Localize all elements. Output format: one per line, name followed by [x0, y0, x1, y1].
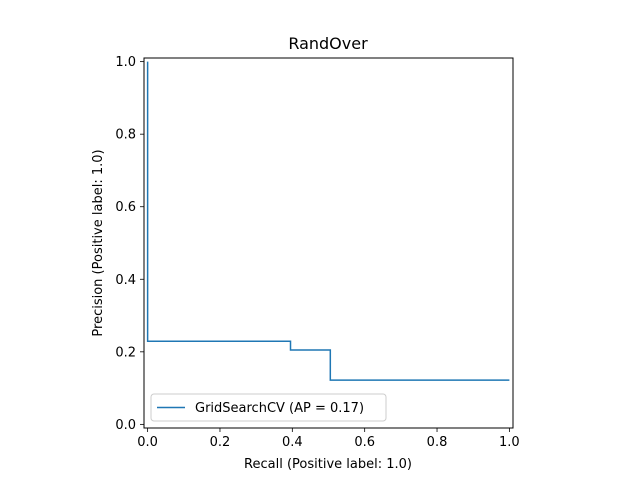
y-axis-label: Precision (Positive label: 1.0) [91, 149, 106, 336]
y-tick-label: 1.0 [115, 55, 136, 70]
y-tick-label: 0.8 [115, 128, 136, 143]
y-tick-label: 0.4 [115, 273, 136, 288]
x-tick-label: 0.0 [137, 435, 158, 450]
x-tick-label: 1.0 [499, 435, 520, 450]
x-axis-label: Recall (Positive label: 1.0) [244, 457, 412, 472]
y-axis-ticks: 0.0 0.2 0.4 0.6 0.8 1.0 [115, 55, 144, 433]
legend: GridSearchCV (AP = 0.17) [150, 393, 387, 422]
x-tick-label: 0.8 [427, 435, 448, 450]
x-tick-label: 0.2 [210, 435, 231, 450]
legend-entry-label: GridSearchCV (AP = 0.17) [195, 401, 364, 416]
plot-frame [143, 57, 514, 429]
plot-area [146, 61, 510, 381]
legend-box [150, 393, 387, 422]
y-tick-label: 0.2 [115, 345, 136, 360]
y-tick-label: 0.0 [115, 418, 136, 433]
x-tick-label: 0.6 [354, 435, 375, 450]
y-tick-label: 0.6 [115, 200, 136, 215]
x-tick-label: 0.4 [282, 435, 303, 450]
chart-title: RandOver [288, 34, 368, 53]
series-line-0 [146, 61, 510, 381]
x-axis-ticks: 0.0 0.2 0.4 0.6 0.8 1.0 [137, 428, 520, 450]
